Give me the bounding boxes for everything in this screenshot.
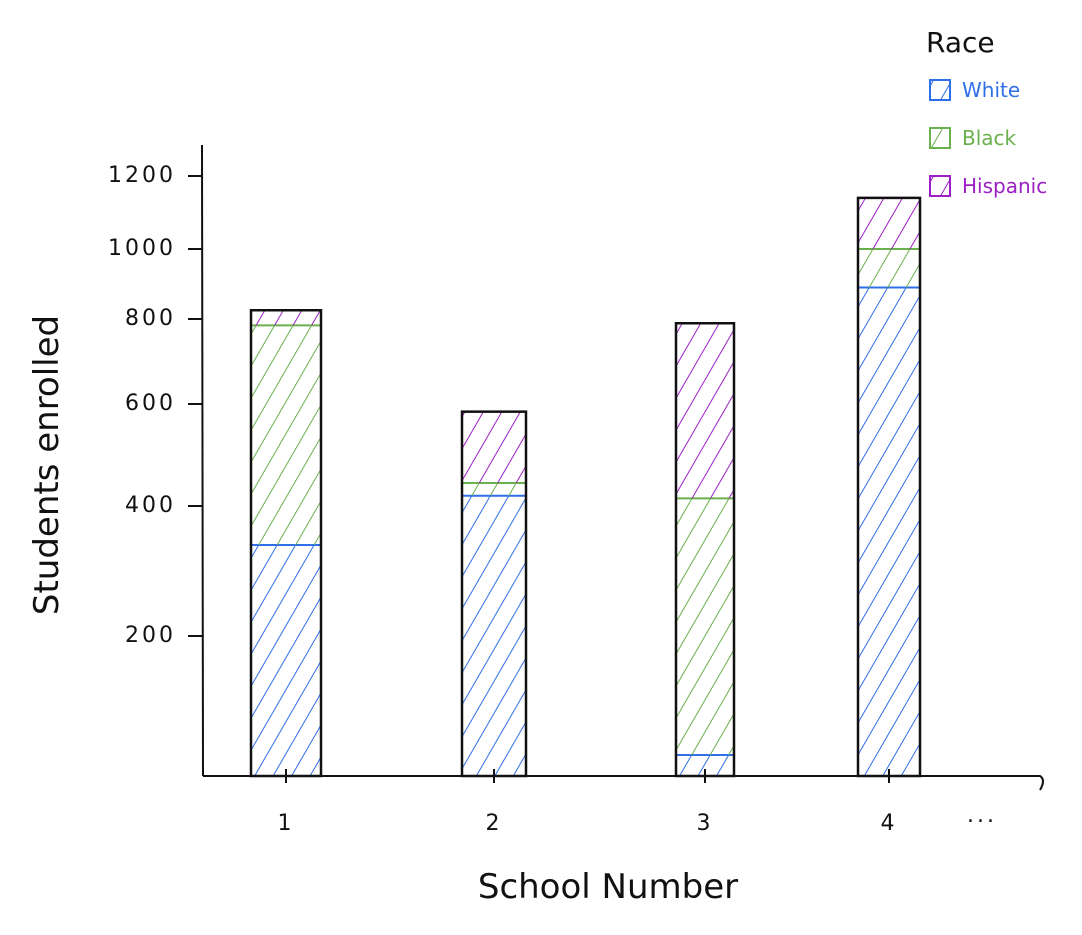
bar-segment-hispanic-school-2: [462, 411, 526, 484]
bar-school-3: [674, 322, 736, 778]
x-axis-line: [203, 775, 1044, 791]
bar-school-1: [249, 309, 323, 778]
legend-swatch-white: [929, 79, 951, 101]
bar-segment-white-school-2: [462, 495, 526, 776]
bars-group: [249, 196, 922, 778]
bar-segment-white-school-1: [251, 545, 321, 776]
legend-label-hispanic: Hispanic: [962, 174, 1047, 198]
y-tick-label-800: 800: [125, 306, 176, 331]
y-axis-line: [201, 144, 204, 777]
legend-title: Race: [926, 26, 995, 59]
bar-segment-black-school-1: [251, 325, 321, 545]
y-tick-label-400: 400: [125, 493, 176, 518]
x-tick-label-1: 1: [278, 811, 295, 836]
x-axis-title: School Number: [478, 867, 738, 907]
bar-segment-black-school-2: [462, 483, 526, 496]
bar-segment-hispanic-school-1: [251, 310, 321, 326]
legend-swatch-hispanic: [929, 175, 951, 197]
bar-segment-white-school-3: [676, 755, 734, 776]
y-tick-label-1000: 1000: [108, 236, 176, 261]
legend-label-white: White: [962, 78, 1020, 102]
x-tick-label-2: 2: [486, 811, 503, 836]
x-tick-label-3: 3: [697, 811, 714, 836]
bar-school-4: [856, 196, 922, 778]
y-ticks-group: 200 400 600 800 1000 1200: [108, 163, 203, 648]
bar-segment-hispanic-school-3: [676, 323, 734, 499]
bar-segment-white-school-4: [858, 287, 920, 776]
legend: Race White Black Hispanic: [926, 26, 1047, 198]
x-trailing-ellipsis: ...: [967, 803, 997, 828]
y-tick-label-1200: 1200: [108, 163, 176, 188]
x-tick-label-4: 4: [881, 811, 898, 836]
bar-segment-hispanic-school-4: [858, 197, 920, 249]
x-ticks-group: 1 2 3 4: [278, 769, 898, 836]
y-tick-label-600: 600: [125, 391, 176, 416]
legend-label-black: Black: [962, 126, 1017, 150]
legend-swatch-black: [929, 127, 951, 149]
bar-segment-black-school-3: [676, 498, 734, 755]
y-axis-title: Students enrolled: [27, 315, 67, 615]
bar-school-2: [460, 410, 528, 778]
y-tick-label-200: 200: [125, 623, 176, 648]
bar-segment-black-school-4: [858, 249, 920, 288]
